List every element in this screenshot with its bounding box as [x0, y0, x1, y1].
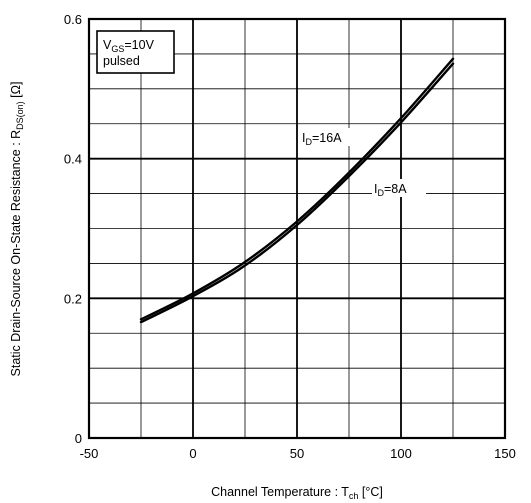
x-tick-label: -50 [80, 446, 99, 461]
condition-line-2: pulsed [103, 54, 140, 68]
y-tick-label: 0.2 [64, 291, 82, 306]
y-tick-label: 0 [75, 431, 82, 446]
y-tick-label: 0.6 [64, 12, 82, 27]
series-label-id8a: ID=8A [374, 182, 407, 198]
series-line-1 [139, 62, 455, 324]
curves [139, 57, 455, 324]
series-label-bg-1 [300, 128, 354, 146]
y-axis-title: Static Drain-Source On-State Resistance … [9, 82, 25, 377]
x-tick-label: 50 [290, 446, 304, 461]
y-tick-label: 0.4 [64, 152, 82, 167]
x-tick-label: 150 [494, 446, 516, 461]
x-axis-title: Channel Temperature : Tch [°C] [211, 485, 383, 501]
x-tick-label: 0 [189, 446, 196, 461]
condition-line-1: VGS=10V [103, 38, 155, 54]
series-label-id16a: ID=16A [302, 131, 342, 147]
x-tick-label: 100 [390, 446, 412, 461]
plot-frame [87, 17, 507, 440]
series-label-bg-2 [372, 179, 426, 197]
series-line-0 [139, 57, 455, 321]
condition-box: VGS=10V pulsed [96, 30, 175, 74]
